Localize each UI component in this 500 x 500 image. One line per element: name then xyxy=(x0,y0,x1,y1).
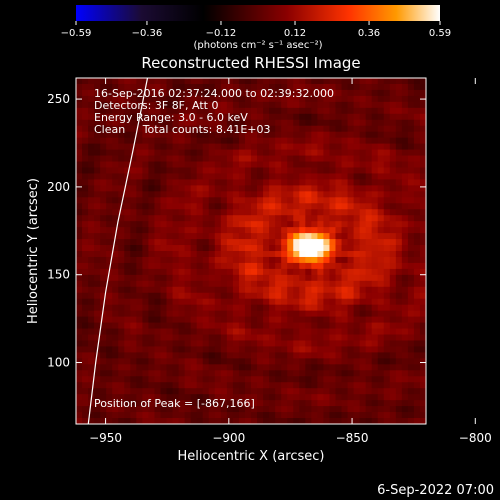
plot-frame xyxy=(75,77,427,425)
x-axis-ticks: −950 −900 −850 −800 xyxy=(89,78,492,445)
info-energy-range: Energy Range: 3.0 - 6.0 keV xyxy=(94,111,248,124)
x-tick-label: −900 xyxy=(212,431,245,445)
y-tick-label: 250 xyxy=(47,92,70,106)
y-tick-label: 100 xyxy=(47,356,70,370)
x-tick-label: −800 xyxy=(459,431,492,445)
x-tick-label: −950 xyxy=(89,431,122,445)
x-axis-label: Heliocentric X (arcsec) xyxy=(178,449,325,464)
colorbar-tick-label: −0.59 xyxy=(61,28,92,39)
x-tick-label: −850 xyxy=(336,431,369,445)
colorbar-tick-label: 0.36 xyxy=(358,28,380,39)
info-time-range: 16-Sep-2016 02:37:24.000 to 02:39:32.000 xyxy=(94,87,334,100)
colorbar-unit-label: (photons cm⁻² s⁻¹ asec⁻²) xyxy=(193,40,322,51)
y-tick-label: 200 xyxy=(47,180,70,194)
timestamp: 6-Sep-2022 07:00 xyxy=(377,483,494,498)
heatmap-image xyxy=(76,78,426,424)
colorbar-ticks: −0.59 −0.36 −0.12 0.12 0.36 0.59 xyxy=(61,21,451,39)
info-clean-counts: Clean Total counts: 8.41E+03 xyxy=(94,123,271,136)
solar-limb-curve xyxy=(87,78,149,424)
colorbar-tick-label: 0.12 xyxy=(284,28,306,39)
colorbar-tick-label: 0.59 xyxy=(429,28,451,39)
y-axis-ticks: 100 150 200 250 xyxy=(47,92,426,370)
colorbar-tick-label: −0.12 xyxy=(206,28,237,39)
y-tick-label: 150 xyxy=(47,268,70,282)
y-axis-label: Heliocentric Y (arcsec) xyxy=(26,178,41,324)
colorbar-tick-label: −0.36 xyxy=(132,28,163,39)
info-detectors: Detectors: 3F 8F, Att 0 xyxy=(94,99,218,112)
peak-position-label: Position of Peak = [-867,166] xyxy=(94,397,255,410)
chart-title: Reconstructed RHESSI Image xyxy=(141,54,360,72)
colorbar xyxy=(76,5,440,21)
